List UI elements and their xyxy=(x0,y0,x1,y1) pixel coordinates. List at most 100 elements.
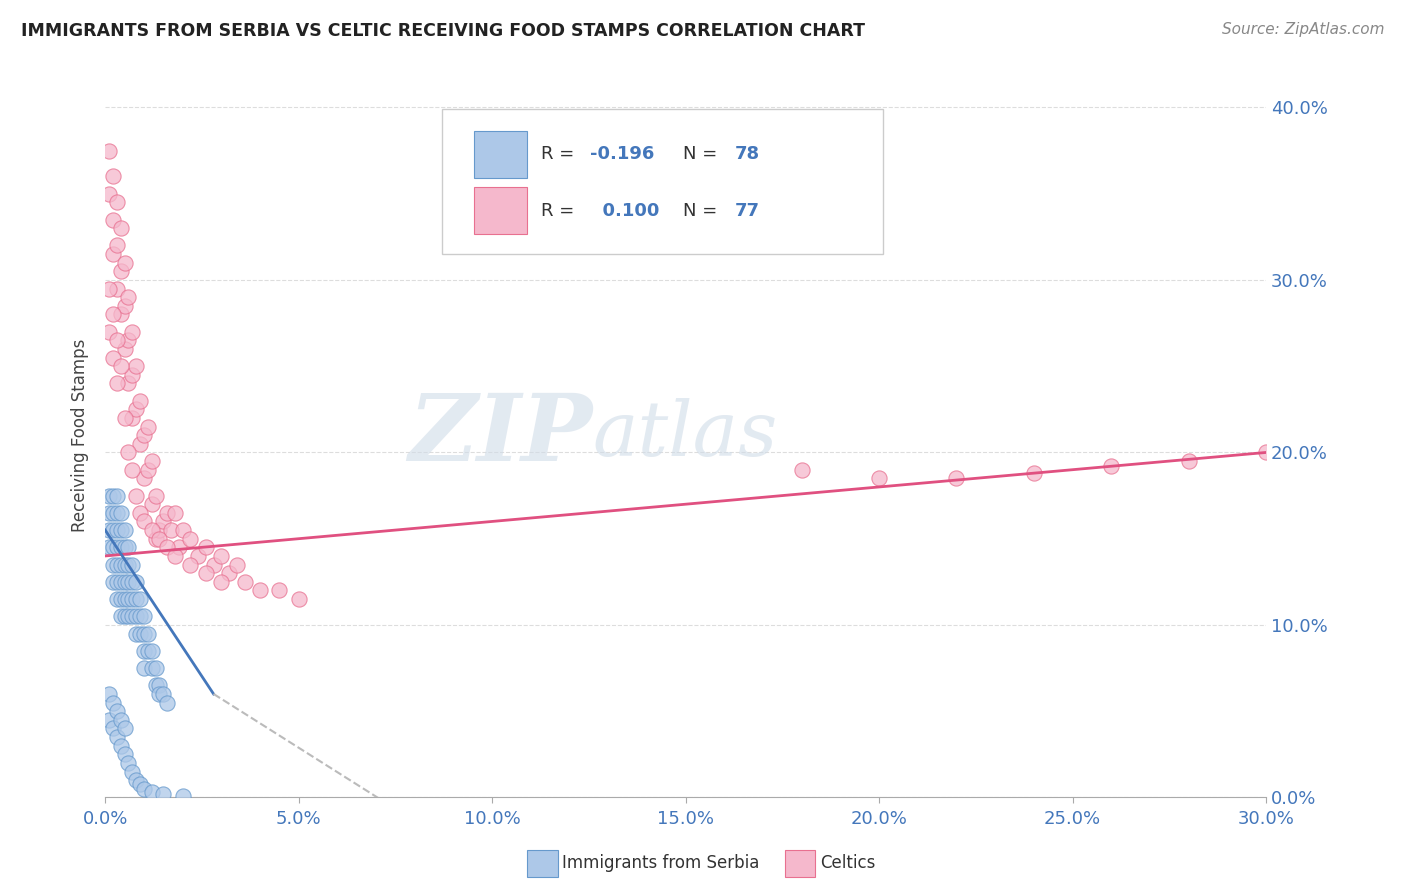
FancyBboxPatch shape xyxy=(474,186,527,234)
Point xyxy=(98,506,121,520)
Point xyxy=(136,419,159,434)
Point xyxy=(105,730,128,744)
Point xyxy=(129,626,152,640)
Point xyxy=(117,334,139,348)
Point xyxy=(225,558,247,572)
Point xyxy=(209,549,232,563)
Text: -0.196: -0.196 xyxy=(591,145,655,163)
Point xyxy=(114,609,136,624)
Point xyxy=(141,497,163,511)
Point xyxy=(129,393,152,408)
Point xyxy=(114,574,136,589)
Point xyxy=(117,756,139,770)
Point xyxy=(110,574,132,589)
Point xyxy=(110,541,132,555)
Point xyxy=(156,506,179,520)
Point xyxy=(145,532,167,546)
Point xyxy=(145,661,167,675)
Point xyxy=(287,592,309,607)
Point xyxy=(117,558,139,572)
Point xyxy=(101,696,124,710)
Text: R =: R = xyxy=(540,145,579,163)
Point xyxy=(110,359,132,374)
Point xyxy=(114,747,136,762)
Point xyxy=(105,541,128,555)
Point xyxy=(110,523,132,537)
Point xyxy=(98,713,121,727)
Point xyxy=(129,437,152,451)
Point xyxy=(125,489,148,503)
Point xyxy=(125,402,148,417)
Point xyxy=(110,558,132,572)
Point xyxy=(101,351,124,365)
Point xyxy=(105,489,128,503)
Point xyxy=(141,661,163,675)
Point xyxy=(117,445,139,459)
Point xyxy=(145,678,167,692)
Point xyxy=(125,609,148,624)
Point xyxy=(945,471,967,485)
Point xyxy=(1099,459,1122,474)
Text: Celtics: Celtics xyxy=(820,855,875,872)
Point xyxy=(132,515,155,529)
Point xyxy=(179,558,201,572)
Point xyxy=(110,713,132,727)
Point xyxy=(117,609,139,624)
FancyBboxPatch shape xyxy=(474,131,527,178)
Point xyxy=(117,290,139,304)
Point xyxy=(125,574,148,589)
Point xyxy=(105,334,128,348)
Point xyxy=(110,506,132,520)
Point xyxy=(156,696,179,710)
Point xyxy=(105,506,128,520)
Point xyxy=(167,541,190,555)
Point xyxy=(110,221,132,235)
Point xyxy=(129,777,152,791)
Point xyxy=(145,489,167,503)
Text: 77: 77 xyxy=(734,202,759,219)
Point xyxy=(98,523,121,537)
Point xyxy=(148,523,170,537)
Point xyxy=(110,739,132,753)
Point xyxy=(160,523,183,537)
Point xyxy=(114,256,136,270)
Point xyxy=(132,428,155,442)
Point xyxy=(101,212,124,227)
Point xyxy=(136,644,159,658)
Text: R =: R = xyxy=(540,202,579,219)
Point xyxy=(114,541,136,555)
Point xyxy=(101,722,124,736)
Point xyxy=(101,523,124,537)
Point xyxy=(105,195,128,210)
Point xyxy=(98,325,121,339)
Point xyxy=(209,574,232,589)
Point xyxy=(141,523,163,537)
Point xyxy=(194,566,217,581)
Point xyxy=(148,678,170,692)
Point xyxy=(202,558,225,572)
Point xyxy=(110,592,132,607)
Point xyxy=(114,523,136,537)
Point xyxy=(152,687,174,701)
Point xyxy=(125,773,148,788)
Point xyxy=(121,764,143,779)
Text: N =: N = xyxy=(683,145,723,163)
Point xyxy=(868,471,890,485)
Point xyxy=(249,583,271,598)
Point xyxy=(121,411,143,425)
Point xyxy=(125,592,148,607)
Point xyxy=(105,523,128,537)
Point xyxy=(121,609,143,624)
Point xyxy=(269,583,291,598)
Point xyxy=(114,722,136,736)
Point xyxy=(129,506,152,520)
Text: N =: N = xyxy=(683,202,723,219)
Point xyxy=(163,506,186,520)
Point xyxy=(98,282,121,296)
Point xyxy=(121,463,143,477)
Point xyxy=(114,299,136,313)
Point xyxy=(1177,454,1199,468)
Point xyxy=(172,523,194,537)
Point xyxy=(132,781,155,796)
Point xyxy=(148,532,170,546)
